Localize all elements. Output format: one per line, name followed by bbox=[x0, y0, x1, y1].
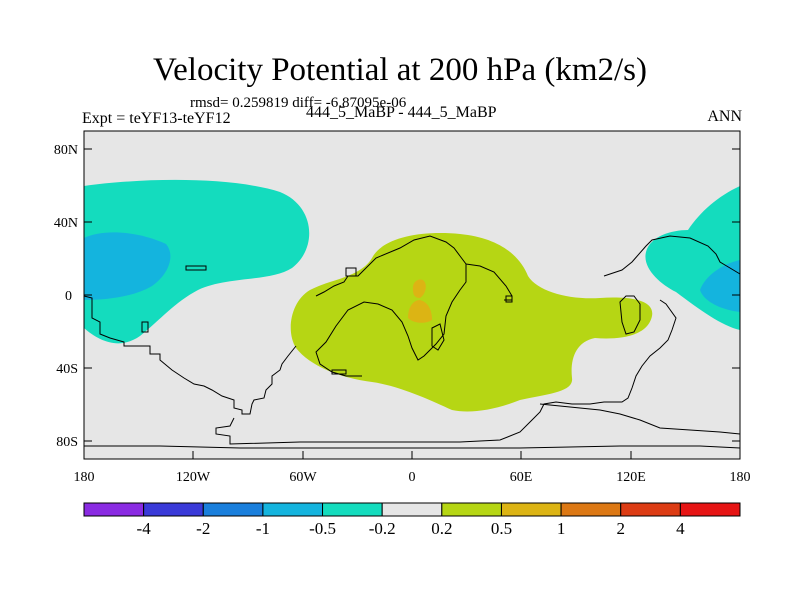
x-tick-label: 180 bbox=[74, 470, 95, 485]
colorbar-swatch bbox=[262, 502, 324, 517]
colorbar-label: -0.2 bbox=[369, 519, 396, 538]
contour-cyan-west bbox=[84, 232, 171, 300]
coast-small-island-4 bbox=[331, 369, 347, 375]
colorbar-label: 4 bbox=[676, 519, 685, 538]
colorbar-swatch bbox=[202, 502, 264, 517]
colorbar-swatch bbox=[322, 502, 383, 517]
colorbar-swatch bbox=[381, 502, 443, 517]
coast-madagascar bbox=[431, 323, 445, 351]
contour-orange-south bbox=[408, 300, 432, 323]
colorbar: -4 -2 -1 -0.5 -0.2 0.2 0.5 1 2 4 bbox=[83, 502, 741, 538]
season-label: ANN bbox=[707, 108, 742, 125]
experiment-label: Expt = teYF13-teYF12 bbox=[82, 110, 231, 127]
colorbar-label: 2 bbox=[616, 519, 625, 538]
colorbar-label: -4 bbox=[137, 519, 152, 538]
coast-maritime bbox=[619, 295, 641, 335]
coast-small-island-2 bbox=[185, 265, 207, 271]
x-tick-label: 0 bbox=[409, 470, 416, 485]
contour-cyan-east bbox=[700, 260, 740, 312]
coast-asia-southeast bbox=[603, 235, 741, 277]
x-tick-label: 120W bbox=[176, 470, 211, 485]
colorbar-label: 1 bbox=[557, 519, 566, 538]
y-tick-label: 80N bbox=[54, 143, 78, 158]
colorbar-swatch bbox=[560, 502, 622, 517]
y-tick-label: 40S bbox=[56, 362, 78, 377]
x-tick-labels: 180 120W 60W 0 60E 120E 180 bbox=[74, 470, 751, 485]
colorbar-label: 0.2 bbox=[431, 519, 452, 538]
case-label: 444_5_MaBP - 444_5_MaBP bbox=[306, 104, 497, 121]
contour-teal-west bbox=[84, 179, 310, 344]
y-tick-label: 40N bbox=[54, 216, 78, 231]
colorbar-swatch bbox=[500, 502, 562, 517]
coastlines bbox=[83, 235, 741, 449]
y-axis bbox=[84, 148, 740, 442]
colorbar-label: -0.5 bbox=[309, 519, 336, 538]
y-tick-label: 80S bbox=[56, 435, 78, 450]
coast-antarctica-edge bbox=[539, 403, 741, 435]
y-tick-labels: 80N 40N 0 40S 80S bbox=[54, 143, 78, 450]
coast-small-island-5 bbox=[505, 295, 513, 303]
x-tick-label: 120E bbox=[616, 470, 646, 485]
coast-small-island-3 bbox=[345, 267, 357, 277]
plot-title: Velocity Potential at 200 hPa (km2/s) bbox=[152, 52, 648, 88]
colorbar-swatch bbox=[143, 502, 204, 517]
colorbar-swatch bbox=[441, 502, 502, 517]
y-tick-label: 0 bbox=[65, 289, 72, 304]
contour-orange-north bbox=[412, 279, 426, 298]
coast-antarctica-bottom bbox=[84, 445, 741, 449]
contour-lime bbox=[290, 233, 653, 412]
x-tick-label: 60E bbox=[510, 470, 533, 485]
coast-australia bbox=[215, 299, 677, 445]
coast-south-america bbox=[83, 295, 297, 415]
colorbar-label: -2 bbox=[196, 519, 210, 538]
coast-africa bbox=[315, 235, 467, 377]
colorbar-swatch bbox=[620, 502, 681, 517]
map-panel bbox=[83, 130, 741, 460]
colorbar-label: 0.5 bbox=[491, 519, 512, 538]
colorbar-swatch bbox=[83, 502, 145, 517]
colorbar-swatch bbox=[679, 502, 741, 517]
stats-label: rmsd= 0.259819 diff= -6.87095e-06 bbox=[190, 95, 407, 111]
x-tick-label: 60W bbox=[289, 470, 317, 485]
colorbar-label: -1 bbox=[256, 519, 270, 538]
coast-small-island-1 bbox=[141, 321, 149, 333]
x-tick-label: 180 bbox=[730, 470, 751, 485]
x-axis bbox=[83, 451, 741, 459]
